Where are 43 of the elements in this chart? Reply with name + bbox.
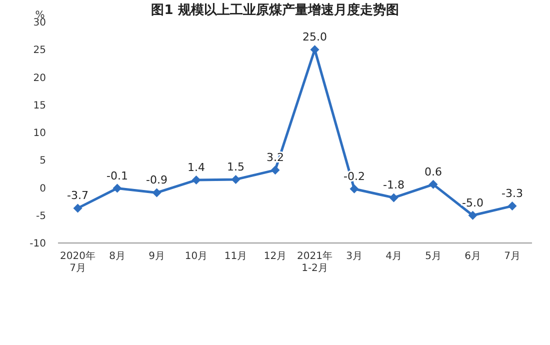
data-label: 1.5 [227, 160, 244, 174]
x-tick-label: 5月 [425, 251, 442, 262]
x-tick-label: 3月 [346, 251, 362, 262]
x-tick-label: 7月 [504, 251, 520, 262]
y-tick-label: 5 [40, 156, 46, 167]
y-tick-label: 0 [40, 183, 46, 194]
point [192, 176, 201, 185]
y-tick-label: 25 [33, 45, 46, 56]
point [270, 166, 280, 175]
x-tick-label: 10月 [184, 251, 208, 262]
data-label: 0.6 [424, 165, 442, 178]
data-label: -3.3 [502, 186, 523, 200]
data-label: 25.0 [302, 30, 327, 44]
point [350, 184, 359, 194]
x-tick-label: 8月 [109, 251, 126, 262]
data-label: -0.1 [106, 169, 128, 182]
x-tick-label: 6月 [464, 251, 481, 262]
x-tick-label: 11月 [224, 251, 248, 262]
point [428, 180, 438, 189]
y-tick-label: 15 [33, 100, 46, 112]
data-label: -3.7 [67, 189, 88, 202]
point [73, 204, 82, 213]
y-tick-label: -5 [36, 210, 46, 222]
x-tick-label: 9月 [148, 251, 165, 262]
point [468, 210, 478, 220]
y-tick-label: -10 [30, 238, 46, 250]
point [508, 201, 517, 210]
y-tick-label: 20 [33, 72, 46, 84]
chart-title: 图1 规模以上工业原煤产量增速月度走势图 [151, 2, 399, 18]
x-tick-label: 4月 [386, 251, 402, 262]
data-label: 1.4 [188, 161, 205, 174]
data-label: -0.9 [146, 174, 168, 187]
point [310, 45, 320, 54]
data-label: -5.0 [462, 196, 484, 210]
point [389, 193, 398, 202]
point [112, 184, 122, 193]
point [152, 188, 162, 198]
point [231, 174, 240, 184]
y-tick-label: 10 [33, 128, 46, 139]
x-tick-label: 2021年 1-2月 [297, 250, 332, 274]
x-tick-label: 12月 [264, 251, 287, 262]
data-label: -1.8 [383, 178, 404, 192]
x-tick-label: 2020年 7月 [60, 250, 96, 274]
